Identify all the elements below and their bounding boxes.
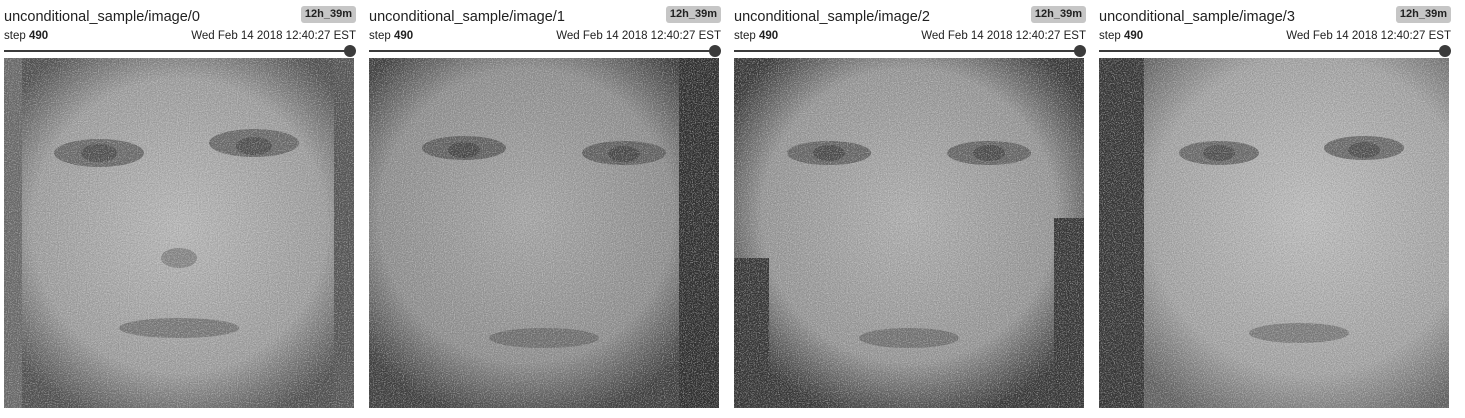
image-card-0: unconditional_sample/image/0 12h_39m ste… [4, 0, 356, 418]
image-card-1: unconditional_sample/image/1 12h_39m ste… [369, 0, 721, 418]
step-slider[interactable] [1099, 44, 1451, 58]
step-value: 490 [393, 30, 414, 42]
card-header: unconditional_sample/image/0 12h_39m ste… [4, 0, 356, 58]
wall-time: Wed Feb 14 2018 12:40:27 EST [556, 30, 721, 42]
step-value: 490 [28, 30, 49, 42]
sample-image [4, 58, 354, 408]
slider-knob[interactable] [344, 45, 356, 57]
card-header: unconditional_sample/image/2 12h_39m ste… [734, 0, 1086, 58]
card-header: unconditional_sample/image/3 12h_39m ste… [1099, 0, 1451, 58]
slider-knob[interactable] [709, 45, 721, 57]
image-title: unconditional_sample/image/2 [734, 9, 930, 25]
relative-time-badge: 12h_39m [665, 6, 721, 23]
slider-track [4, 50, 350, 52]
step-value: 490 [1123, 30, 1144, 42]
image-card-3: unconditional_sample/image/3 12h_39m ste… [1099, 0, 1451, 418]
image-card-2: unconditional_sample/image/2 12h_39m ste… [734, 0, 1086, 418]
step-info: step 490 [1099, 30, 1143, 42]
slider-knob[interactable] [1439, 45, 1451, 57]
wall-time: Wed Feb 14 2018 12:40:27 EST [1286, 30, 1451, 42]
wall-time: Wed Feb 14 2018 12:40:27 EST [921, 30, 1086, 42]
relative-time-badge: 12h_39m [300, 6, 356, 23]
wall-time: Wed Feb 14 2018 12:40:27 EST [191, 30, 356, 42]
relative-time-badge: 12h_39m [1395, 6, 1451, 23]
step-value: 490 [758, 30, 779, 42]
step-label: step [369, 30, 391, 42]
step-slider[interactable] [734, 44, 1086, 58]
slider-track [1099, 50, 1445, 52]
slider-track [734, 50, 1080, 52]
relative-time-badge: 12h_39m [1030, 6, 1086, 23]
step-label: step [4, 30, 26, 42]
step-slider[interactable] [369, 44, 721, 58]
step-label: step [734, 30, 756, 42]
step-info: step 490 [4, 30, 48, 42]
step-info: step 490 [734, 30, 778, 42]
step-slider[interactable] [4, 44, 356, 58]
image-title: unconditional_sample/image/1 [369, 9, 565, 25]
slider-knob[interactable] [1074, 45, 1086, 57]
card-header: unconditional_sample/image/1 12h_39m ste… [369, 0, 721, 58]
image-title: unconditional_sample/image/3 [1099, 9, 1295, 25]
step-info: step 490 [369, 30, 413, 42]
sample-image [369, 58, 719, 408]
sample-image [734, 58, 1084, 408]
slider-track [369, 50, 715, 52]
image-title: unconditional_sample/image/0 [4, 9, 200, 25]
sample-image [1099, 58, 1449, 408]
step-label: step [1099, 30, 1121, 42]
